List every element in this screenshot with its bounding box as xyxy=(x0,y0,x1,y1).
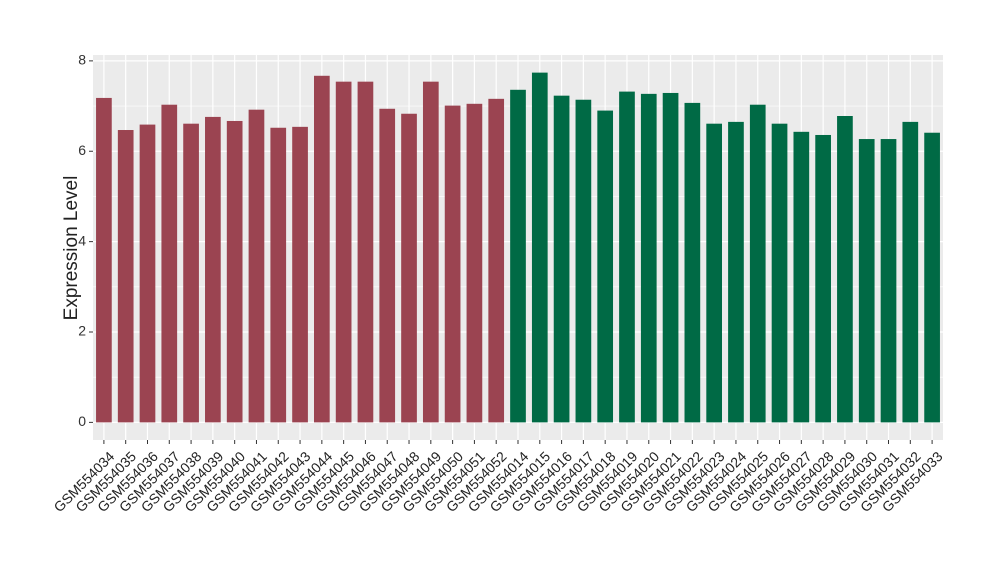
y-axis-label: Expression Level xyxy=(61,176,82,321)
bar xyxy=(815,134,831,423)
y-tick-label: 4 xyxy=(78,232,86,248)
bar xyxy=(531,72,548,423)
bar xyxy=(902,121,919,423)
bar xyxy=(619,91,635,423)
bar xyxy=(357,81,374,423)
bar xyxy=(248,109,265,423)
bar xyxy=(858,139,875,423)
bar xyxy=(444,105,461,423)
bar xyxy=(422,81,439,423)
bar xyxy=(183,123,199,423)
bar xyxy=(379,108,396,423)
bar xyxy=(510,89,526,423)
y-tick-label: 6 xyxy=(78,142,86,158)
y-tick-label: 8 xyxy=(78,52,86,68)
bar xyxy=(488,98,505,423)
bar xyxy=(749,104,766,423)
bar xyxy=(640,93,657,423)
bar xyxy=(314,75,330,423)
bar xyxy=(96,97,112,423)
bar xyxy=(335,81,352,423)
bar xyxy=(575,99,592,423)
bar xyxy=(662,92,679,423)
bar xyxy=(117,130,134,423)
bar xyxy=(401,113,417,423)
bar xyxy=(684,102,701,423)
bar xyxy=(139,124,156,423)
bar xyxy=(597,110,614,423)
bar xyxy=(161,104,178,423)
y-tick-label: 0 xyxy=(78,413,86,429)
bar xyxy=(226,120,243,423)
bar xyxy=(706,123,722,423)
bar xyxy=(466,103,483,423)
bar xyxy=(771,123,788,423)
bar xyxy=(205,116,221,423)
bar xyxy=(270,127,287,423)
bar xyxy=(793,131,810,423)
bar xyxy=(837,116,853,423)
bar xyxy=(880,139,897,423)
bar xyxy=(924,132,940,423)
bar xyxy=(553,95,570,423)
bar xyxy=(292,126,308,423)
y-tick-label: 2 xyxy=(78,323,86,339)
bar xyxy=(728,121,744,423)
